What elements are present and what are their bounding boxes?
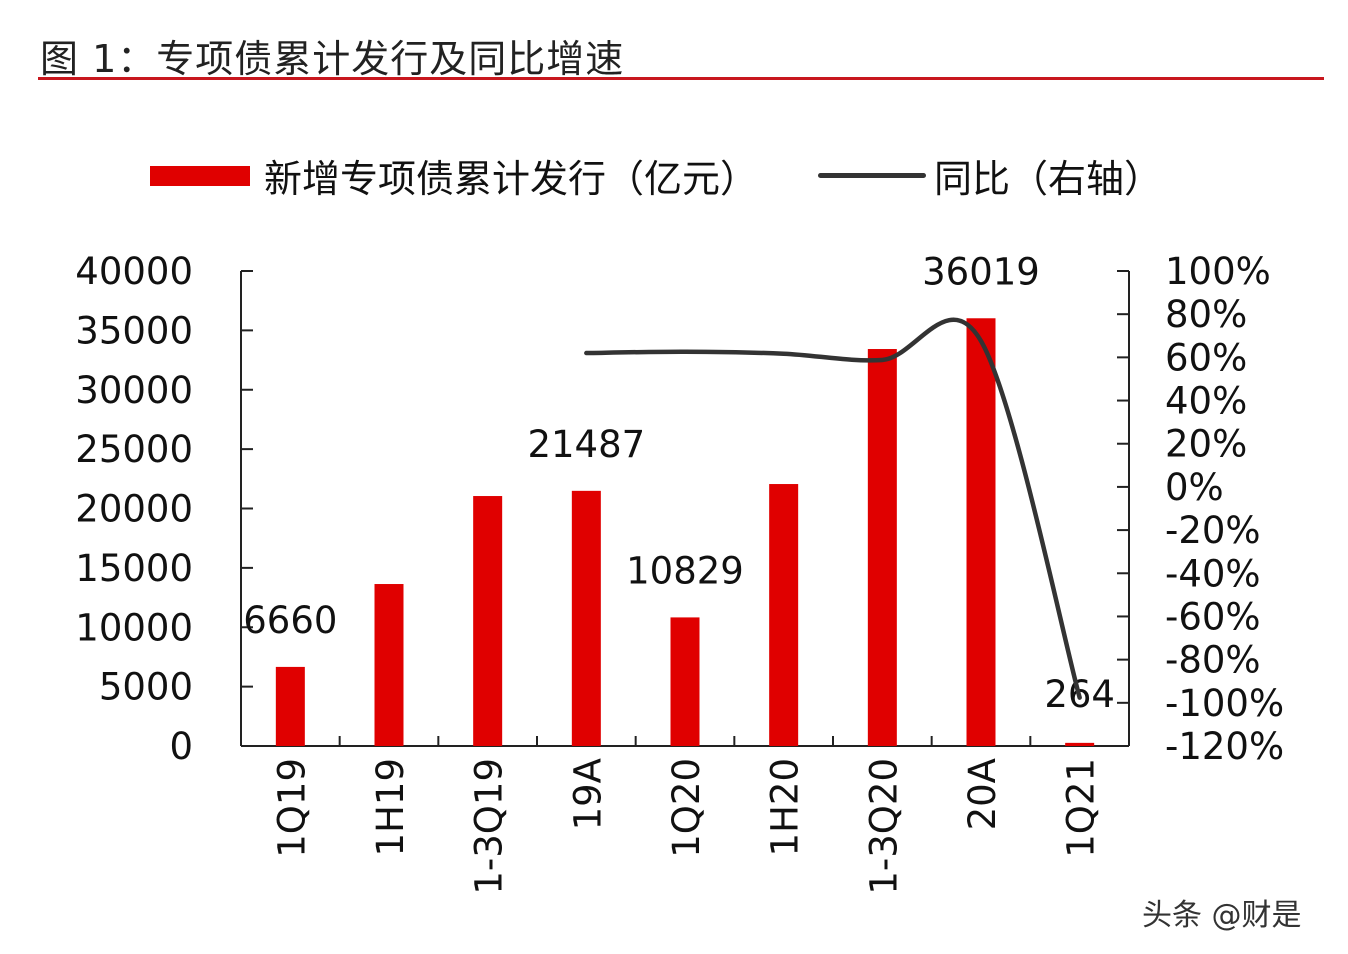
left-tick-label: 15000: [75, 547, 193, 590]
bar-19A: [571, 490, 601, 746]
x-tick-label: 1-3Q20: [862, 758, 905, 895]
right-tick-label: -60%: [1165, 595, 1261, 638]
data-label-19A: 21487: [527, 423, 645, 466]
left-tick-label: 40000: [75, 250, 193, 293]
data-label-1Q20: 10829: [626, 549, 744, 592]
left-tick-label: 5000: [99, 666, 193, 709]
left-tick-label: 25000: [75, 428, 193, 471]
legend-line-label: 同比（右轴）: [934, 157, 1163, 201]
bar-1H20: [769, 484, 799, 746]
data-label-1Q19: 6660: [243, 599, 337, 642]
x-tick-label: 1H19: [369, 758, 412, 856]
x-tick-label: 1Q20: [665, 758, 708, 858]
left-tick-label: 20000: [75, 488, 193, 531]
title-divider: [38, 77, 1324, 80]
x-tick-label: 20A: [961, 758, 1004, 830]
bar-1-3Q19: [473, 496, 503, 746]
right-tick-label: 100%: [1165, 250, 1271, 293]
left-tick-label: 35000: [75, 309, 193, 352]
right-tick-label: 80%: [1165, 293, 1247, 336]
watermark: 头条 @财是: [1142, 898, 1302, 933]
bar-1Q20: [670, 617, 700, 746]
left-tick-label: 10000: [75, 606, 193, 649]
right-tick-label: 0%: [1165, 466, 1224, 509]
bar-1Q19: [275, 666, 305, 746]
x-tick-label: 19A: [566, 758, 609, 830]
left-tick-label: 30000: [75, 369, 193, 412]
right-tick-label: -20%: [1165, 509, 1261, 552]
yoy-line: [584, 317, 1082, 700]
x-tick-label: 1Q19: [270, 758, 313, 858]
bar-20A: [966, 318, 996, 746]
legend-line-swatch: [818, 173, 927, 178]
left-tick-label: 0: [169, 725, 193, 768]
right-tick-label: 40%: [1165, 380, 1247, 423]
x-tick-label: 1H20: [764, 758, 807, 856]
bar-1-3Q20: [867, 349, 897, 746]
legend: 新增专项债累计发行（亿元） 同比（右轴）: [150, 148, 1162, 203]
bar-1H19: [374, 584, 404, 746]
right-tick-label: 60%: [1165, 336, 1247, 379]
right-tick-label: -120%: [1165, 725, 1284, 768]
legend-bar-swatch: [150, 165, 250, 186]
chart-title: 图 1：专项债累计发行及同比增速: [40, 37, 625, 81]
data-label-20A: 36019: [922, 250, 1040, 293]
x-tick-label: 1-3Q19: [468, 758, 511, 895]
right-tick-label: -40%: [1165, 552, 1261, 595]
bar-1Q21: [1065, 742, 1095, 746]
right-tick-label: -100%: [1165, 682, 1284, 725]
right-tick-label: -80%: [1165, 639, 1261, 682]
right-tick-label: 20%: [1165, 423, 1247, 466]
x-tick-label: 1Q21: [1060, 758, 1103, 858]
legend-bar-label: 新增专项债累计发行（亿元）: [264, 157, 759, 201]
